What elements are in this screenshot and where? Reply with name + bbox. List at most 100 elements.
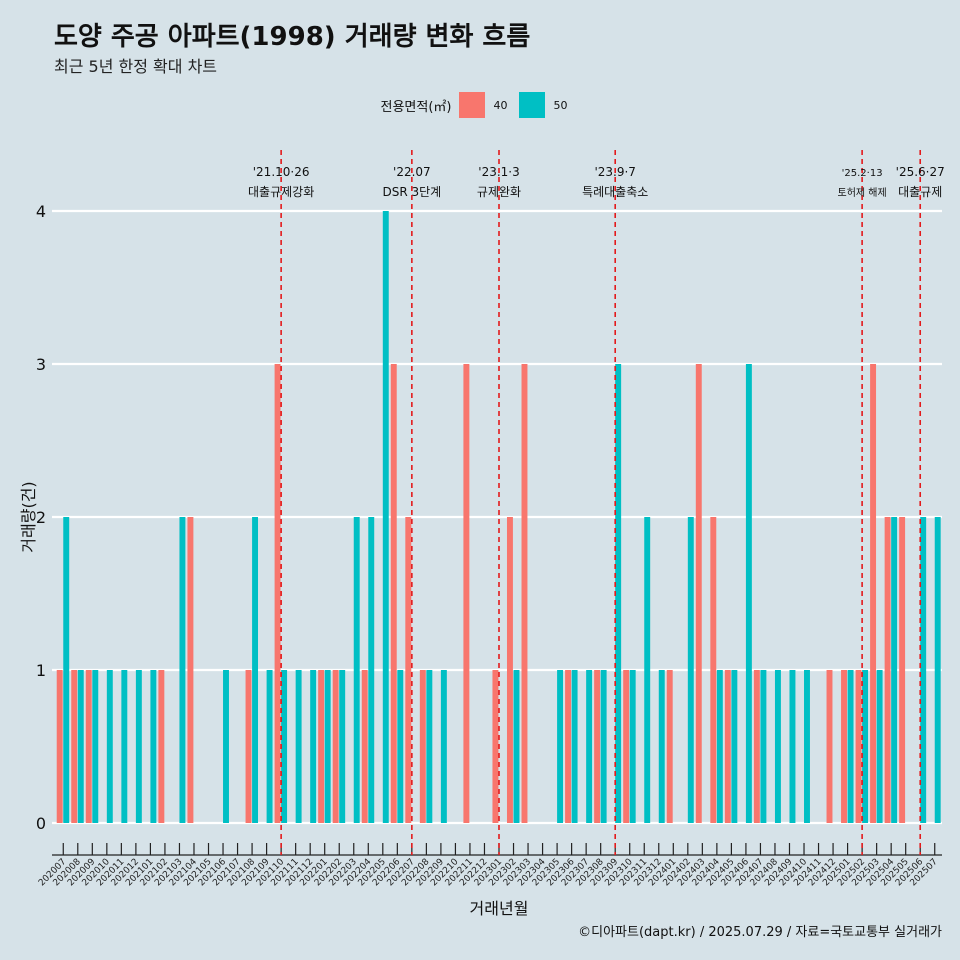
bar-50-202406 (745, 364, 752, 823)
legend-title: 전용면적(㎡) (380, 99, 452, 115)
bar-40-202301 (492, 670, 499, 823)
bar-50-202307 (586, 670, 593, 823)
y-tick-label: 2 (36, 508, 46, 527)
bar-50-202407 (760, 670, 767, 823)
bar-50-202203 (353, 517, 360, 823)
bar-50-202504 (891, 517, 898, 823)
bar-50-202205 (382, 211, 389, 823)
bar-40-202108 (245, 670, 252, 823)
bar-50-202112 (310, 670, 317, 823)
bar-40-202503 (870, 364, 877, 823)
bar-40-202204 (361, 670, 368, 823)
bar-50-202110 (281, 670, 288, 823)
bar-40-202009 (85, 670, 92, 823)
bar-50-202108 (252, 517, 259, 823)
bar-40-202206 (390, 364, 397, 823)
bar-50-202109 (266, 670, 273, 823)
bar-50-202309 (615, 364, 622, 823)
bar-50-202507 (934, 517, 941, 823)
bar-40-202502 (855, 670, 862, 823)
bar-50-202501 (847, 670, 854, 823)
bar-40-202102 (158, 670, 165, 823)
legend-key-40 (459, 92, 486, 118)
bar-50-202106 (223, 670, 229, 823)
bar-50-202007 (63, 517, 70, 823)
bar-40-202504 (884, 517, 891, 823)
bar-40-202401 (666, 670, 673, 823)
bar-50-202111 (295, 670, 302, 823)
bar-50-202503 (876, 670, 883, 823)
annotation-label: 규제완화 (477, 185, 521, 199)
bar-50-202312 (658, 670, 665, 823)
bar-40-202110 (274, 364, 281, 823)
bar-50-202206 (397, 670, 404, 823)
bar-50-202306 (571, 670, 578, 823)
y-tick-label: 1 (36, 661, 46, 680)
bar-50-202409 (789, 670, 796, 823)
bar-50-202402 (687, 517, 694, 823)
x-axis-title: 거래년월 (470, 899, 529, 918)
legend: 전용면적(㎡) 40 50 (0, 92, 960, 118)
y-tick-label: 4 (36, 202, 46, 221)
bar-50-202502 (862, 670, 869, 823)
bar-40-202310 (623, 670, 630, 823)
bar-50-202208 (426, 670, 433, 823)
bar-40-202202 (332, 670, 339, 823)
bar-50-202009 (92, 670, 99, 823)
bar-50-202305 (557, 670, 564, 823)
bar-40-202403 (695, 364, 702, 823)
bar-50-202101 (150, 670, 157, 823)
y-tick-label: 3 (36, 355, 46, 374)
bar-50-202308 (600, 670, 607, 823)
bar-50-202302 (513, 670, 520, 823)
chart-subtitle: 최근 5년 한정 확대 차트 (54, 57, 218, 76)
bar-50-202010 (106, 670, 113, 823)
bar-50-202310 (629, 670, 636, 823)
bar-40-202303 (521, 364, 528, 823)
bar-50-202404 (716, 670, 723, 823)
annotation-label: 토허제 해제 (838, 186, 887, 199)
bar-40-202201 (318, 670, 325, 823)
annotation-date: '25.6·27 (896, 165, 945, 179)
bar-40-202008 (71, 670, 78, 823)
bar-40-202007 (56, 670, 63, 823)
bar-50-202405 (731, 670, 738, 823)
bar-50-202408 (774, 670, 781, 823)
legend-label-50: 50 (553, 98, 568, 112)
bar-40-202505 (899, 517, 906, 823)
bar-50-202204 (368, 517, 375, 823)
bar-50-202012 (135, 670, 142, 823)
bar-40-202407 (753, 670, 760, 823)
bar-40-202501 (841, 670, 847, 823)
bar-50-202410 (804, 670, 810, 823)
annotation-date: '22.07 (393, 165, 431, 179)
legend-key-50 (519, 92, 546, 118)
bar-50-202506 (920, 517, 927, 823)
bar-40-202405 (724, 670, 731, 823)
annotation-label: 대출규제강화 (248, 185, 314, 199)
annotation-date: '23.9·7 (594, 165, 635, 179)
annotation-label: DSR 3단계 (382, 185, 441, 199)
bar-40-202404 (710, 517, 717, 823)
bar-40-202208 (419, 670, 426, 823)
annotation-date: '25.2·13 (842, 168, 883, 179)
bar-40-202104 (187, 517, 194, 823)
bar-50-202008 (77, 670, 84, 823)
bar-40-202207 (405, 517, 412, 823)
y-tick-label: 0 (36, 814, 46, 833)
annotation-label: 특례대출축소 (582, 185, 648, 199)
chart-title: 도양 주공 아파트(1998) 거래량 변화 흐름 (54, 22, 531, 52)
bar-40-202306 (565, 670, 572, 823)
caption: ©디아파트(dapt.kr) / 2025.07.29 / 자료=국토교통부 실… (578, 925, 942, 940)
bar-50-202202 (339, 670, 346, 823)
annotation-date: '21.10·26 (253, 165, 310, 179)
bar-50-202201 (324, 670, 331, 823)
legend-label-40: 40 (493, 98, 508, 112)
bar-40-202302 (506, 517, 513, 823)
bar-50-202103 (179, 517, 186, 823)
bar-40-202412 (826, 670, 833, 823)
bar-50-202311 (644, 517, 651, 823)
y-axis-title: 거래량(건) (19, 481, 38, 552)
bar-50-202011 (121, 670, 128, 823)
